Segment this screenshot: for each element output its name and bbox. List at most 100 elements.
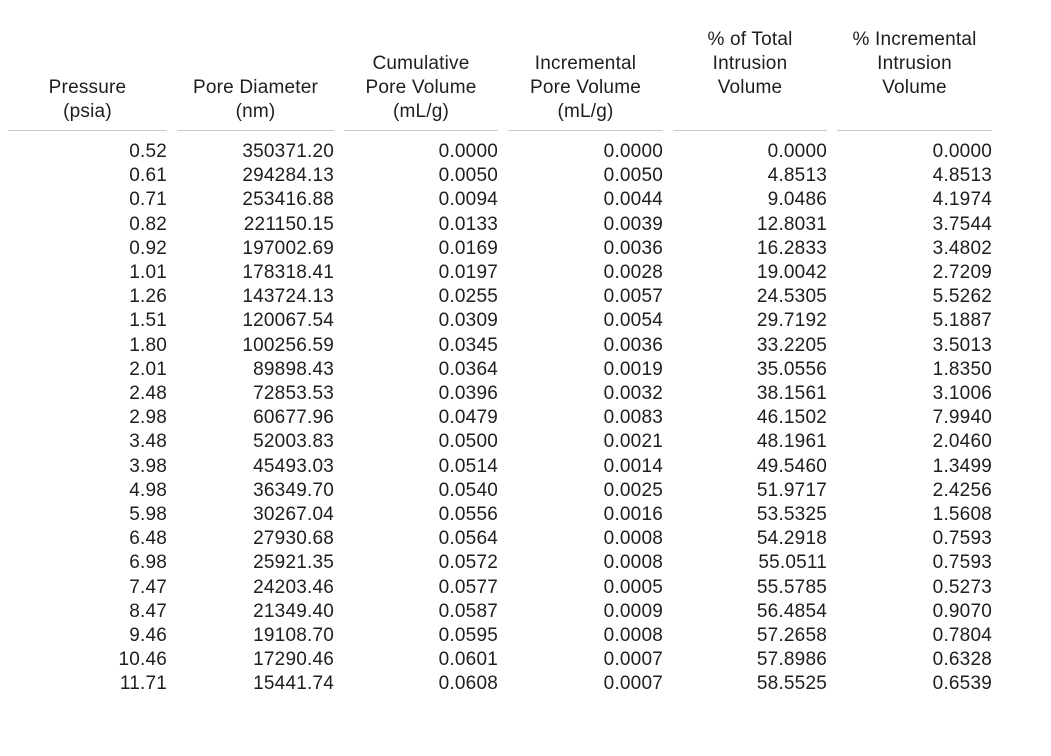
table-cell-pct-total-intrusion-volume: 56.4854 <box>756 600 827 622</box>
table-cell-pressure: 8.47 <box>129 600 167 622</box>
table-cell-pressure: 1.80 <box>129 334 167 356</box>
table-cell-incremental-pore-volume: 0.0019 <box>603 358 663 380</box>
table-cell-cumulative-pore-volume: 0.0169 <box>438 237 498 259</box>
table-cell-incremental-pore-volume: 0.0025 <box>603 479 663 501</box>
table-cell-cumulative-pore-volume: 0.0514 <box>438 455 498 477</box>
table-body: 0.52 350371.20 0.0000 0.0000 0.0000 0.0000 0.6… <box>8 131 992 697</box>
table-cell-cumulative-pore-volume: 0.0572 <box>438 552 498 574</box>
table-cell-incremental-pore-volume: 0.0005 <box>603 576 663 598</box>
table-cell-pct-total-intrusion-volume: 46.1502 <box>756 407 827 429</box>
table-cell-cumulative-pore-volume: 0.0479 <box>438 407 498 429</box>
table-cell-pct-total-intrusion-volume: 48.1961 <box>756 431 827 453</box>
table-cell-cumulative-pore-volume: 0.0595 <box>438 625 498 647</box>
table-row: 10.46 17290.46 0.0601 0.0007 57.8986 0.6328 <box>8 648 992 672</box>
table-row: 0.92 197002.69 0.0169 0.0036 16.2833 3.4802 <box>8 237 992 261</box>
table-cell-cumulative-pore-volume: 0.0500 <box>438 431 498 453</box>
table-cell-incremental-pore-volume: 0.0000 <box>603 141 663 162</box>
table-cell-incremental-pore-volume: 0.0054 <box>603 310 663 332</box>
table-cell-pore-diameter: 120067.54 <box>242 310 334 332</box>
table-cell-cumulative-pore-volume: 0.0577 <box>438 576 498 598</box>
table-cell-cumulative-pore-volume: 0.0000 <box>438 141 498 162</box>
column-header-cumulative-pore-volume: Cumulative Pore Volume (mL/g) <box>344 28 498 131</box>
table-cell-cumulative-pore-volume: 0.0197 <box>438 262 498 284</box>
table-cell-pct-incremental-intrusion-volume: 5.5262 <box>932 286 992 308</box>
table-cell-cumulative-pore-volume: 0.0608 <box>438 673 498 695</box>
table-cell-pct-incremental-intrusion-volume: 4.1974 <box>932 189 992 211</box>
table-cell-incremental-pore-volume: 0.0044 <box>603 189 663 211</box>
table-cell-pct-total-intrusion-volume: 19.0042 <box>756 262 827 284</box>
table-cell-cumulative-pore-volume: 0.0255 <box>438 286 498 308</box>
table-row: 6.98 25921.35 0.0572 0.0008 55.0511 0.7593 <box>8 551 992 575</box>
table-cell-incremental-pore-volume: 0.0021 <box>603 431 663 453</box>
table-cell-pressure: 0.92 <box>129 237 167 259</box>
table-cell-pct-incremental-intrusion-volume: 0.6539 <box>932 673 992 695</box>
table-cell-pct-incremental-intrusion-volume: 3.1006 <box>932 383 992 405</box>
table-row: 0.82 221150.15 0.0133 0.0039 12.8031 3.7544 <box>8 213 992 237</box>
table-cell-cumulative-pore-volume: 0.0587 <box>438 600 498 622</box>
table-cell-cumulative-pore-volume: 0.0133 <box>438 213 498 235</box>
table-cell-pore-diameter: 221150.15 <box>243 213 334 235</box>
table-cell-pct-incremental-intrusion-volume: 2.7209 <box>932 262 992 284</box>
table-cell-incremental-pore-volume: 0.0014 <box>603 455 663 477</box>
porosimetry-data-table: Pressure (psia) Pore Diameter (nm) Cumul… <box>0 28 1002 697</box>
table-cell-cumulative-pore-volume: 0.0345 <box>438 334 498 356</box>
table-cell-pct-total-intrusion-volume: 29.7192 <box>756 310 827 332</box>
table-cell-pct-total-intrusion-volume: 9.0486 <box>767 189 827 211</box>
table-cell-pressure: 3.98 <box>129 455 167 477</box>
table-cell-pressure: 5.98 <box>129 504 167 526</box>
column-header-pore-diameter: Pore Diameter (nm) <box>177 28 334 131</box>
table-cell-cumulative-pore-volume: 0.0564 <box>438 528 498 550</box>
table-cell-cumulative-pore-volume: 0.0050 <box>438 165 498 187</box>
table-cell-cumulative-pore-volume: 0.0396 <box>438 383 498 405</box>
table-cell-pore-diameter: 45493.03 <box>253 455 334 477</box>
header-row: Pressure (psia) Pore Diameter (nm) Cumul… <box>8 28 992 131</box>
table-cell-incremental-pore-volume: 0.0032 <box>603 383 663 405</box>
table-cell-pore-diameter: 36349.70 <box>253 479 334 501</box>
table-cell-pct-total-intrusion-volume: 53.5325 <box>756 504 827 526</box>
table-cell-pct-incremental-intrusion-volume: 0.5273 <box>932 576 992 598</box>
table-cell-cumulative-pore-volume: 0.0309 <box>438 310 498 332</box>
column-header-pct-total-intrusion-volume: % of Total Intrusion Volume <box>673 28 827 131</box>
table-cell-pressure: 3.48 <box>129 431 167 453</box>
table-row: 3.48 52003.83 0.0500 0.0021 48.1961 2.0460 <box>8 430 992 454</box>
table-cell-pore-diameter: 19108.70 <box>253 625 334 647</box>
table-cell-cumulative-pore-volume: 0.0364 <box>438 358 498 380</box>
table-row: 7.47 24203.46 0.0577 0.0005 55.5785 0.5273 <box>8 576 992 600</box>
table-cell-pore-diameter: 52003.83 <box>253 431 334 453</box>
table-cell-pressure: 4.98 <box>129 479 167 501</box>
table-cell-pct-incremental-intrusion-volume: 3.7544 <box>932 213 992 235</box>
table-cell-incremental-pore-volume: 0.0039 <box>603 213 663 235</box>
table-row: 2.98 60677.96 0.0479 0.0083 46.1502 7.9940 <box>8 406 992 430</box>
table-cell-pct-total-intrusion-volume: 4.8513 <box>767 165 827 187</box>
table-cell-pore-diameter: 143724.13 <box>242 286 334 308</box>
table-row: 1.51 120067.54 0.0309 0.0054 29.7192 5.1887 <box>8 309 992 333</box>
table-cell-pore-diameter: 89898.43 <box>253 358 334 380</box>
table-cell-pct-total-intrusion-volume: 57.2658 <box>756 625 827 647</box>
table-row: 2.01 89898.43 0.0364 0.0019 35.0556 1.8350 <box>8 358 992 382</box>
table-cell-pore-diameter: 72853.53 <box>253 383 334 405</box>
table-cell-pct-incremental-intrusion-volume: 0.9070 <box>932 600 992 622</box>
table-cell-pct-incremental-intrusion-volume: 7.9940 <box>932 407 992 429</box>
table-cell-pct-incremental-intrusion-volume: 1.5608 <box>932 504 992 526</box>
table-row: 8.47 21349.40 0.0587 0.0009 56.4854 0.9070 <box>8 600 992 624</box>
table-row: 11.71 15441.74 0.0608 0.0007 58.5525 0.6539 <box>8 672 992 696</box>
table-cell-pressure: 10.46 <box>118 649 167 671</box>
table-row: 1.26 143724.13 0.0255 0.0057 24.5305 5.5262 <box>8 285 992 309</box>
table-cell-pct-total-intrusion-volume: 51.9717 <box>756 479 827 501</box>
table-cell-pct-total-intrusion-volume: 24.5305 <box>756 286 827 308</box>
table-cell-pct-incremental-intrusion-volume: 0.7593 <box>932 528 992 550</box>
table-cell-pressure: 11.71 <box>119 673 167 695</box>
table-cell-cumulative-pore-volume: 0.0540 <box>438 479 498 501</box>
table-cell-pore-diameter: 21349.40 <box>253 600 334 622</box>
table-cell-pressure: 2.98 <box>129 407 167 429</box>
table-cell-pct-incremental-intrusion-volume: 5.1887 <box>932 310 992 332</box>
table-cell-pct-total-intrusion-volume: 55.0511 <box>758 552 827 574</box>
table-cell-pressure: 6.48 <box>129 528 167 550</box>
table-row: 4.98 36349.70 0.0540 0.0025 51.9717 2.4256 <box>8 479 992 503</box>
table-cell-pressure: 0.52 <box>129 141 167 162</box>
table-cell-incremental-pore-volume: 0.0016 <box>603 504 663 526</box>
table-cell-incremental-pore-volume: 0.0036 <box>603 237 663 259</box>
table-cell-pct-total-intrusion-volume: 54.2918 <box>756 528 827 550</box>
table-cell-pore-diameter: 27930.68 <box>253 528 334 550</box>
table-cell-pct-incremental-intrusion-volume: 2.0460 <box>932 431 992 453</box>
